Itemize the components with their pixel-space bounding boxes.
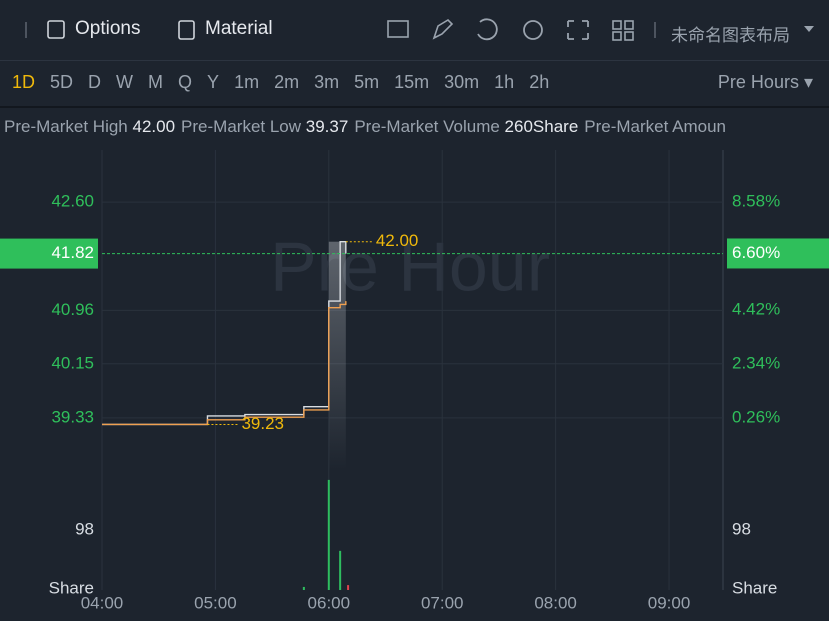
material-icon[interactable] (178, 20, 195, 40)
stat-label: Pre-Market Volume (354, 117, 500, 136)
volume-tick-label: 98 (75, 520, 94, 539)
y-tick-label: 40.96 (51, 300, 94, 319)
timeframe-button[interactable]: 5m (354, 72, 380, 92)
y2-tick-label: 2.34% (732, 353, 780, 372)
timeframe-button[interactable]: 3m (314, 72, 340, 92)
toolbar-icons (25, 18, 814, 41)
y-tick-label: 39.33 (51, 407, 94, 426)
volume-bar (339, 550, 342, 590)
x-tick-label: 06:00 (308, 593, 351, 612)
timeframe-button[interactable]: 2m (274, 72, 300, 92)
timeframe-button[interactable]: 30m (444, 72, 480, 92)
timeframe-button[interactable]: 15m (394, 72, 430, 92)
volume-tick-label: 98 (732, 520, 751, 539)
reset-icon[interactable] (477, 18, 498, 41)
dropdown-arrow[interactable] (804, 26, 814, 32)
price-gradient (328, 241, 346, 470)
stats-bar: Pre-Market High 42.00 Pre-Market Low 39.3… (4, 117, 829, 137)
current-pct-box (727, 238, 829, 269)
settings-icon[interactable] (523, 20, 543, 40)
high-marker-label: 42.00 (376, 231, 419, 250)
x-tick-label: 04:00 (81, 593, 124, 612)
timeframe-button[interactable]: 1m (234, 72, 260, 92)
timeframe-button[interactable]: D (88, 72, 102, 92)
price-line (102, 301, 347, 426)
volume-bar (347, 585, 350, 590)
stat-value: 39.37 (305, 117, 349, 136)
layout-icon[interactable] (612, 20, 634, 41)
timeframe-button[interactable]: 1D (12, 72, 36, 92)
stat-label: Pre-Market Amoun (584, 117, 727, 136)
material-button[interactable]: Material (205, 18, 273, 39)
current-pct-label: 6.60% (732, 243, 780, 262)
x-tick-label: 09:00 (648, 593, 691, 612)
timeframe-button[interactable]: W (116, 72, 134, 92)
current-price-label: 41.82 (51, 243, 94, 262)
y2-tick-label: 4.42% (732, 299, 780, 318)
y2-tick-label: 0.26% (732, 407, 780, 426)
timeframe-button[interactable]: Y (207, 72, 220, 92)
price-line (102, 241, 347, 426)
options-icon[interactable] (47, 20, 65, 39)
stat-label: Pre-Market High (4, 117, 128, 136)
chart-icon[interactable] (387, 20, 409, 38)
volume-unit: Share (732, 578, 777, 597)
volume-unit: Share (49, 578, 94, 597)
layout-name[interactable]: 未命名图表布局 (671, 26, 790, 45)
timeframe-button[interactable]: 2h (529, 72, 550, 92)
volume-bar (327, 479, 330, 590)
session-label[interactable]: Pre Hours (717, 72, 799, 92)
current-price-box (0, 238, 98, 269)
toolbar: Options Material 未命名图表布局 (0, 0, 829, 61)
y-tick-label: 42.60 (51, 192, 94, 211)
x-tick-label: 07:00 (421, 593, 464, 612)
options-button[interactable]: Options (75, 18, 141, 39)
timeframes: 1D 5D D W M Q Y 1m 2m 3m 5m 15m 30m 1h 2h (12, 72, 564, 93)
stat-value: 260Share (504, 117, 579, 136)
volume-bar (302, 586, 305, 590)
timeframe-button[interactable]: Q (178, 72, 193, 92)
y-tick-label: 40.15 (51, 353, 94, 372)
low-marker-label: 39.23 (241, 414, 284, 433)
stat-label: Pre-Market Low (181, 117, 302, 136)
stat-value: 42.00 (132, 117, 176, 136)
y2-tick-label: 8.58% (732, 192, 780, 211)
watermark: Pre Hour (270, 227, 550, 305)
timeframe-button[interactable]: M (148, 72, 164, 92)
x-tick-label: 05:00 (194, 593, 237, 612)
fullscreen-icon[interactable] (567, 20, 589, 40)
timeframe-button[interactable]: 5D (50, 72, 74, 92)
x-tick-label: 08:00 (534, 593, 577, 612)
draw-icon[interactable] (432, 18, 454, 40)
session-select[interactable]: Pre Hours ▾ (717, 72, 813, 92)
timeframe-button[interactable]: 1h (494, 72, 515, 92)
